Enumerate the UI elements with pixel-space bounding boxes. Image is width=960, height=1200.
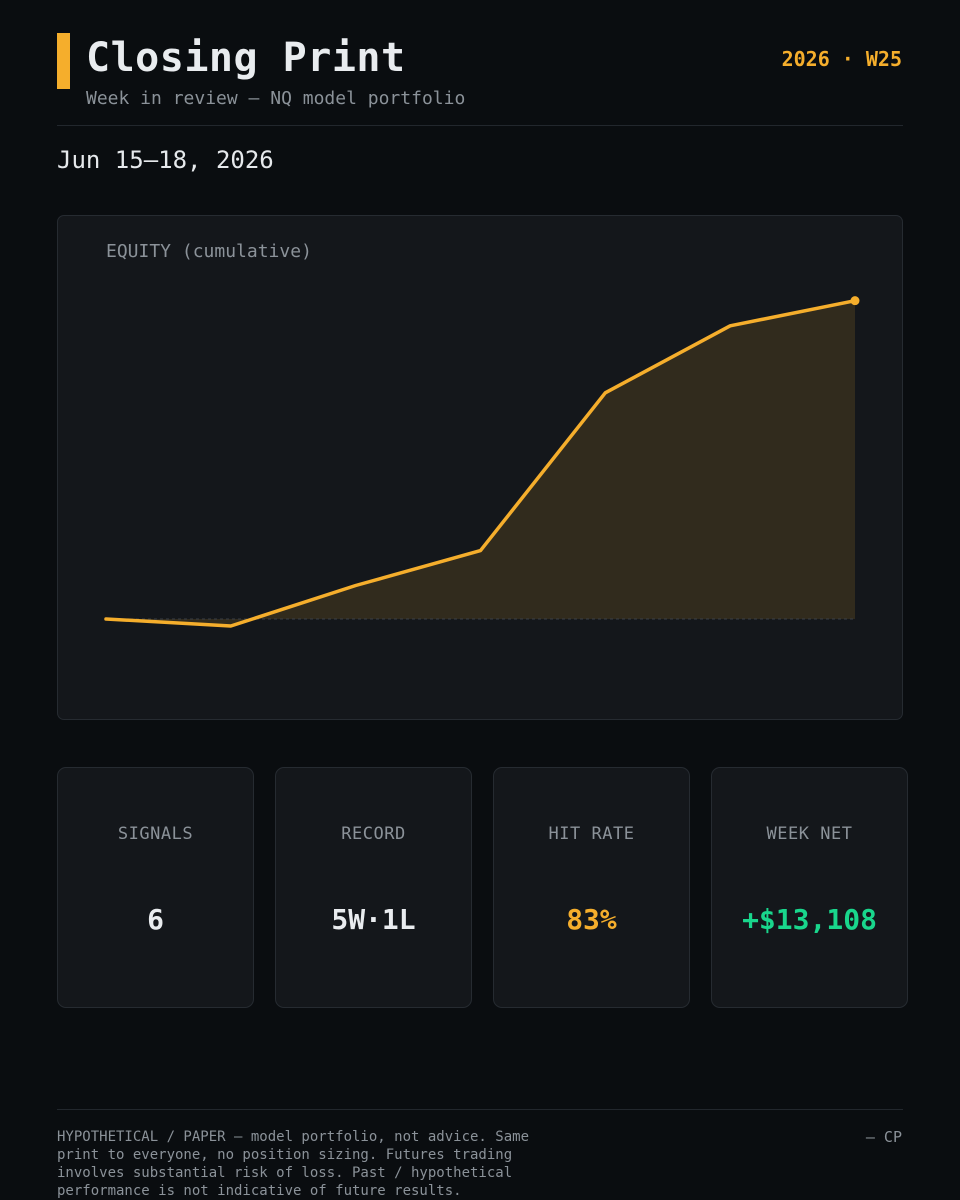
stat-label-week-net: WEEK NET xyxy=(766,824,853,844)
signoff: — CP xyxy=(865,1128,902,1146)
stat-card-record: RECORD 5W·1L xyxy=(275,767,472,1008)
stat-value-record: 5W·1L xyxy=(331,903,416,936)
stat-value-signals: 6 xyxy=(147,903,164,936)
page-subtitle: Week in review — NQ model portfolio xyxy=(86,88,466,109)
week-tag: 2026 · W25 xyxy=(781,47,902,71)
equity-area xyxy=(106,300,855,626)
disclaimer-text: HYPOTHETICAL / PAPER — model portfolio, … xyxy=(57,1129,530,1199)
page-title: Closing Print xyxy=(86,35,406,81)
stat-label-signals: SIGNALS xyxy=(117,824,194,844)
equity-line xyxy=(104,298,857,628)
title-accent-bar xyxy=(57,33,70,89)
equity-endpoint-marker xyxy=(850,296,860,306)
stat-card-hit-rate: HIT RATE 83% xyxy=(493,767,690,1008)
footer-divider xyxy=(57,1109,903,1110)
equity-chart-panel: EQUITY (cumulative) xyxy=(57,215,903,720)
stat-card-signals: SIGNALS 6 xyxy=(57,767,254,1008)
chart-title: EQUITY (cumulative) xyxy=(106,241,312,262)
stat-card-week-net: WEEK NET +$13,108 xyxy=(711,767,908,1008)
equity-chart xyxy=(104,296,860,628)
stat-label-record: RECORD xyxy=(341,824,406,844)
stat-value-hit-rate: 83% xyxy=(566,903,617,936)
date-range: Jun 15–18, 2026 xyxy=(57,146,274,174)
stat-label-hit-rate: HIT RATE xyxy=(548,824,635,844)
header-divider xyxy=(57,125,903,126)
stat-value-week-net: +$13,108 xyxy=(742,903,877,936)
